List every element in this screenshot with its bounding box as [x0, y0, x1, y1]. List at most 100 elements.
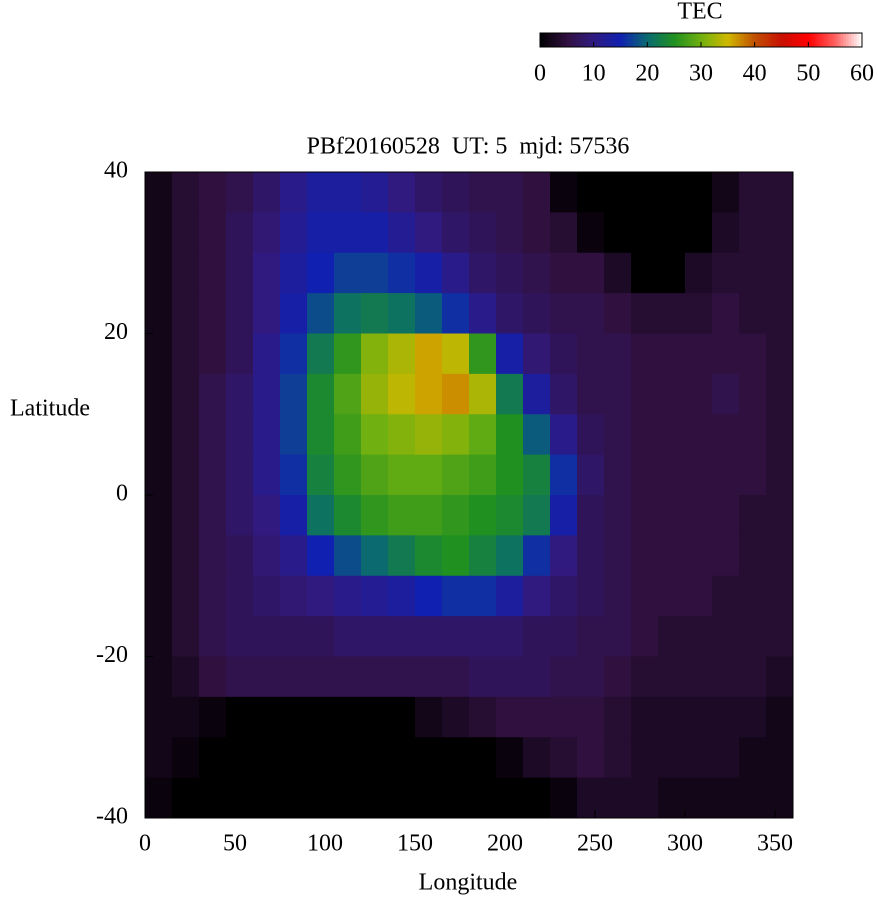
heat-cell: [361, 777, 389, 819]
heat-cell: [145, 616, 173, 657]
colorbar-segment: [738, 33, 742, 47]
heat-cell: [577, 373, 605, 415]
heat-cell: [199, 454, 227, 496]
heat-cell: [712, 333, 740, 375]
heat-cell: [469, 172, 497, 213]
colorbar-segment: [574, 33, 578, 47]
heat-cell: [361, 414, 389, 456]
heat-cell: [577, 535, 605, 577]
heat-cell: [604, 737, 632, 779]
heat-cell: [685, 454, 713, 496]
heat-cell: [550, 575, 578, 617]
colorbar-segment: [655, 33, 659, 47]
x-tick-label: 250: [577, 831, 613, 857]
heat-cell: [307, 212, 335, 254]
colorbar-segment: [851, 33, 855, 47]
colorbar-segment: [802, 33, 807, 47]
heat-cell: [388, 252, 416, 294]
colorbar-segment: [596, 33, 600, 47]
heat-cell: [145, 172, 173, 213]
heat-cell: [712, 495, 740, 536]
colorbar-segment: [711, 33, 715, 47]
heat-cell: [469, 535, 497, 577]
colorbar-segment: [652, 33, 656, 47]
heat-cell: [658, 575, 686, 617]
heat-cell: [145, 737, 173, 779]
heat-cell: [172, 212, 200, 254]
heat-cell: [253, 293, 281, 334]
heat-cell: [145, 414, 173, 456]
heat-cell: [469, 454, 497, 496]
heat-cell: [631, 737, 659, 779]
heat-cell: [577, 656, 605, 698]
heat-cell: [631, 172, 659, 213]
colorbar-segment: [773, 33, 777, 47]
colorbar-segment: [784, 33, 788, 47]
heat-cell: [253, 252, 281, 294]
heat-cell: [658, 616, 686, 657]
x-tick-label: 150: [397, 831, 433, 857]
heat-cell: [550, 252, 578, 294]
heat-cell: [496, 212, 524, 254]
heat-cell: [280, 212, 308, 254]
colorbar-segment: [682, 33, 686, 47]
heat-cell: [415, 656, 443, 698]
heat-cell: [577, 495, 605, 536]
heat-cell: [685, 495, 713, 536]
colorbar-segment: [674, 33, 678, 47]
colorbar-segment: [701, 33, 705, 47]
colorbar-segment: [671, 33, 675, 47]
heat-cell: [712, 656, 740, 698]
colorbar-segment: [733, 33, 737, 47]
colorbar-segment: [545, 33, 549, 47]
heat-cell: [334, 454, 362, 496]
colorbar-segment: [765, 33, 769, 47]
heat-cell: [388, 293, 416, 334]
heat-cell: [172, 575, 200, 617]
colorbar-segment: [561, 33, 565, 47]
heat-cell: [388, 495, 416, 536]
heat-cell: [496, 172, 524, 213]
heat-cell: [334, 373, 362, 415]
heat-cell: [739, 212, 767, 254]
colorbar-segment: [628, 33, 632, 47]
heat-cell: [415, 454, 443, 496]
colorbar-segment: [840, 33, 844, 47]
colorbar-segment: [816, 33, 820, 47]
heat-cell: [658, 252, 686, 294]
heat-cell: [172, 373, 200, 415]
colorbar-segment: [848, 33, 852, 47]
heat-cell: [442, 252, 470, 294]
heat-cell: [685, 777, 713, 819]
heat-cell: [388, 575, 416, 617]
colorbar-segment: [751, 33, 756, 47]
heat-cell: [631, 293, 659, 334]
heat-cell: [739, 616, 767, 657]
heat-cell: [469, 414, 497, 456]
heat-cell: [523, 172, 551, 213]
heat-cell: [307, 616, 335, 657]
heat-cell: [658, 333, 686, 375]
heat-cell: [199, 737, 227, 779]
colorbar-segment: [813, 33, 817, 47]
colorbar-segment: [542, 33, 546, 47]
heat-cell: [334, 535, 362, 577]
heat-cell: [334, 696, 362, 738]
heat-cell: [631, 495, 659, 536]
colorbar-segment: [615, 33, 619, 47]
heat-cell: [496, 575, 524, 617]
colorbar-segment: [684, 33, 688, 47]
heat-cell: [712, 737, 740, 779]
heat-cell: [280, 777, 308, 819]
heat-cell: [334, 293, 362, 334]
colorbar-segment: [577, 33, 581, 47]
heat-cell: [307, 575, 335, 617]
heat-cell: [145, 252, 173, 294]
heat-cell: [712, 777, 740, 819]
colorbar-segment: [824, 33, 828, 47]
colorbar-segment: [550, 33, 554, 47]
heat-cell: [442, 212, 470, 254]
heat-cell: [334, 737, 362, 779]
heat-cell: [469, 616, 497, 657]
heat-cell: [361, 333, 389, 375]
